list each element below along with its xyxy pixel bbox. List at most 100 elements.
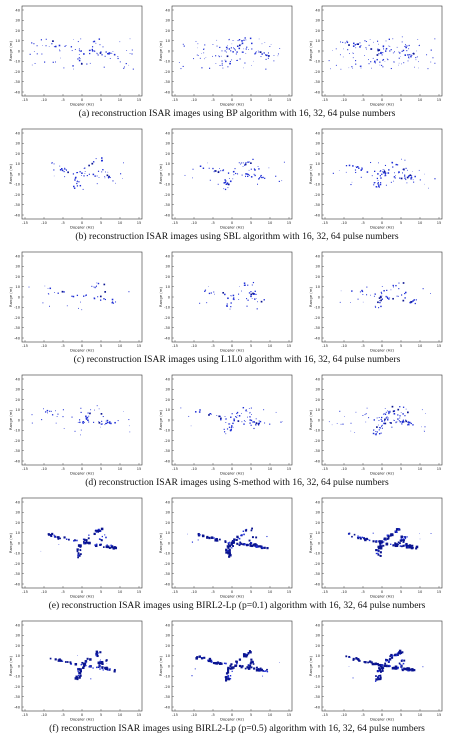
- x-tick-label: -10: [41, 344, 48, 348]
- scatter-point: [398, 649, 402, 653]
- x-axis-label: Doppler (Hz): [220, 102, 245, 107]
- scatter-point: [251, 527, 254, 530]
- y-tick-label: 20: [15, 644, 20, 648]
- scatter-point: [248, 408, 250, 409]
- scatter-point: [218, 55, 220, 57]
- scatter-point: [83, 422, 85, 424]
- scatter-point: [376, 40, 379, 42]
- scatter-point: [384, 61, 386, 62]
- scatter-point: [132, 68, 134, 70]
- scatter-point: [349, 656, 351, 659]
- scatter-point: [407, 670, 409, 672]
- scatter-point: [402, 420, 405, 423]
- plot-frame: [21, 251, 143, 343]
- scatter-point: [92, 173, 95, 176]
- scatter-point: [205, 57, 207, 58]
- scatter-point: [225, 46, 228, 48]
- scatter-point: [83, 175, 85, 177]
- scatter-point: [232, 545, 234, 547]
- scatter-point: [77, 670, 79, 673]
- y-tick-label: 40: [15, 377, 20, 381]
- y-tick-label: 20: [165, 644, 170, 648]
- x-tick-label: 5: [100, 221, 102, 225]
- scatter-point: [238, 544, 241, 547]
- scatter-point: [248, 174, 250, 176]
- scatter-point: [387, 172, 390, 174]
- y-tick-label: -30: [14, 326, 21, 330]
- scatter-point: [349, 53, 350, 54]
- scatter-point: [350, 430, 352, 432]
- x-tick-label: -10: [41, 221, 48, 225]
- y-tick-label: 30: [165, 511, 170, 515]
- scatter-point: [405, 420, 408, 423]
- scatter-point: [367, 661, 369, 664]
- y-tick-label: -40: [314, 336, 321, 340]
- y-tick-label: 40: [165, 623, 170, 627]
- scatter-point: [372, 540, 375, 543]
- scatter-point: [404, 175, 406, 177]
- scatter-point: [394, 667, 397, 670]
- scatter-point: [419, 533, 420, 535]
- scatter-point: [40, 39, 43, 41]
- x-tick-label: -5: [361, 344, 365, 348]
- x-tick-label: 5: [250, 467, 252, 471]
- scatter-point: [368, 63, 370, 65]
- y-tick-label: -30: [14, 203, 21, 207]
- x-tick-label: -5: [61, 590, 65, 594]
- scatter-point: [379, 64, 381, 66]
- scatter-point: [61, 169, 64, 172]
- plot-frame: [321, 5, 443, 97]
- scatter-point: [76, 550, 79, 553]
- scatter-point: [229, 664, 232, 667]
- scatter-point: [86, 63, 88, 65]
- scatter-point: [263, 409, 265, 411]
- scatter-point: [411, 54, 413, 56]
- scatter-point: [227, 666, 230, 670]
- scatter-point: [374, 293, 377, 295]
- x-tick-label: -15: [22, 344, 28, 348]
- y-tick-label: 20: [315, 398, 320, 402]
- y-tick-label: 30: [315, 265, 320, 269]
- y-tick-label: 10: [165, 285, 170, 289]
- y-tick-label: -10: [164, 306, 171, 310]
- scatter-point: [97, 666, 100, 669]
- scatter-point: [111, 298, 114, 301]
- scatter-point: [377, 552, 379, 555]
- scatter-point: [184, 174, 186, 176]
- scatter-point: [117, 57, 119, 60]
- scatter-point: [99, 668, 101, 670]
- scatter-point: [366, 171, 369, 173]
- scatter-point: [408, 44, 410, 47]
- y-tick-label: 20: [315, 29, 320, 33]
- y-tick-label: 10: [315, 654, 320, 658]
- scatter-point: [245, 653, 247, 656]
- scatter-point: [54, 292, 56, 293]
- scatter-point: [235, 416, 237, 418]
- scatter-point: [96, 285, 97, 287]
- scatter-point: [361, 168, 363, 170]
- x-tick-label: 15: [437, 467, 442, 471]
- scatter-point: [241, 42, 244, 45]
- scatter-point: [375, 549, 378, 552]
- scatter-point: [236, 411, 239, 414]
- scatter-point: [77, 58, 79, 60]
- scatter-point: [375, 431, 377, 432]
- scatter-point: [410, 178, 412, 180]
- scatter-point: [229, 668, 232, 670]
- y-tick-label: 40: [315, 500, 320, 504]
- scatter-point: [56, 536, 59, 538]
- scatter-point: [31, 414, 33, 416]
- scatter-point: [376, 177, 379, 180]
- scatter-point: [421, 426, 422, 428]
- scatter-point: [424, 183, 425, 185]
- scatter-point: [232, 178, 234, 180]
- scatter-point: [101, 171, 103, 173]
- x-tick-label: 15: [137, 467, 142, 471]
- scatter-point: [389, 297, 391, 299]
- scatter-point: [78, 307, 79, 309]
